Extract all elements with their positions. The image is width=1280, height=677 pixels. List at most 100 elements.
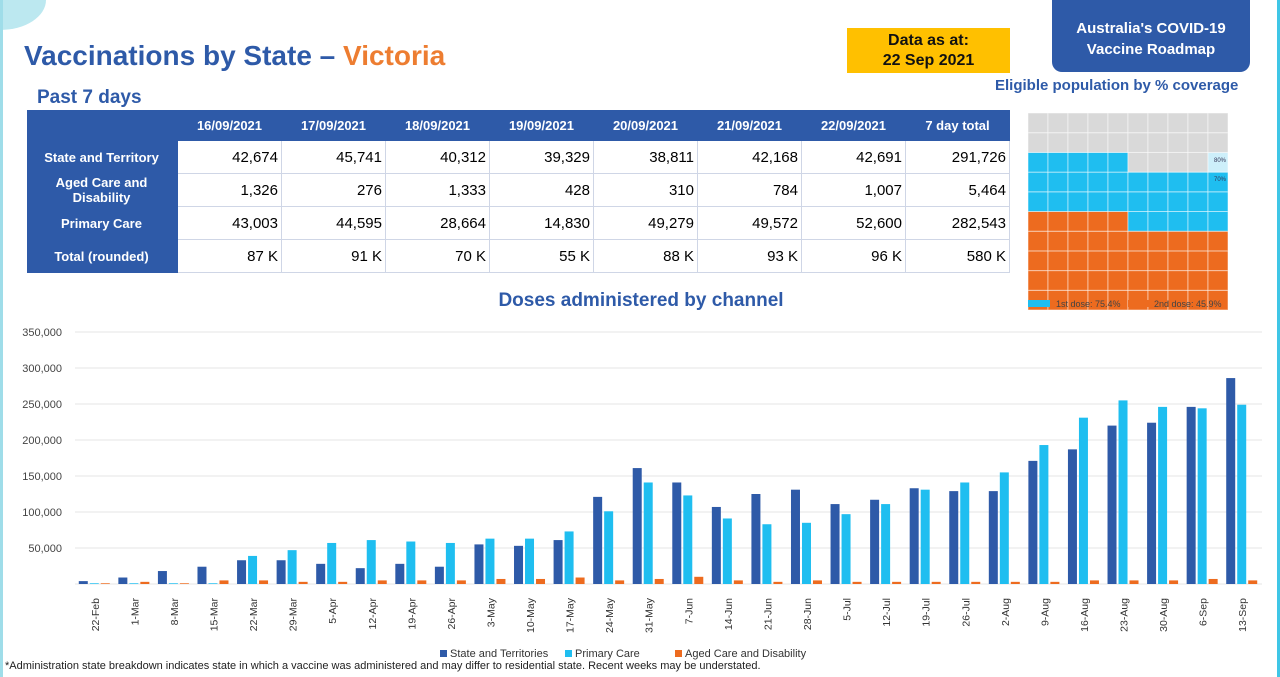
waffle-cell [1187,151,1209,173]
waffle-cell [1207,113,1229,134]
x-tick-label: 6-Sep [1198,598,1210,626]
bar-aged-care-and-disability [931,581,941,584]
waffle-cell [1047,270,1069,291]
waffle-cell [1147,171,1169,193]
waffle-cell [1028,132,1049,153]
waffle-marker-70: 70% [1214,177,1227,183]
bar-aged-care-and-disability [1129,580,1139,584]
x-tick-label: 16-Aug [1079,598,1091,632]
bar-aged-care-and-disability [654,578,664,584]
waffle-cell [1087,250,1109,272]
bar-primary-care [1118,400,1128,584]
table-cell: 39,329 [489,140,594,174]
bar-primary-care [960,482,970,584]
column-header: 16/09/2021 [177,110,282,141]
table-cell: 96 K [801,239,906,273]
waffle-cell [1047,113,1069,134]
bar-state-and-territories [870,499,880,584]
waffle-cell [1087,230,1109,252]
table-cell: 282,543 [905,206,1010,240]
x-tick-label: 26-Jul [960,598,972,627]
bar-aged-care-and-disability [377,580,387,584]
waffle-cell [1107,132,1129,153]
table-cell: 5,464 [905,173,1010,207]
bar-state-and-territories [711,506,721,584]
waffle-cell [1187,191,1209,213]
bar-primary-care [841,514,851,584]
waffle-cell [1087,171,1109,193]
waffle-cell [1087,151,1109,173]
waffle-cell [1147,113,1169,134]
bar-aged-care-and-disability [338,581,348,584]
waffle-cell [1107,230,1129,252]
bar-primary-care [762,524,772,584]
bar-aged-care-and-disability [298,581,308,584]
data-as-at-box: Data as at: 22 Sep 2021 [847,28,1010,73]
waffle-cell [1107,113,1129,134]
row-label: Aged Care and Disability [27,173,178,207]
bar-primary-care [327,542,337,584]
waffle-title: Eligible population by % coverage [995,77,1239,94]
legend-swatch [675,650,682,657]
waffle-cell [1087,191,1109,213]
chart-title-text: Doses administered by channel [498,290,784,311]
table-cell: 1,333 [385,173,490,207]
table-cell: 42,674 [177,140,282,174]
bar-aged-care-and-disability [615,580,625,584]
table-cell: 276 [281,173,386,207]
waffle-cell [1047,132,1069,153]
table-cell: 1,007 [801,173,906,207]
bar-state-and-territories [157,571,167,584]
bar-aged-care-and-disability [694,576,704,584]
bar-state-and-territories [830,504,840,584]
bar-aged-care-and-disability [892,581,902,584]
waffle-cell [1167,250,1189,272]
waffle-cell [1028,171,1049,193]
waffle-cell [1127,113,1149,134]
column-header: 19/09/2021 [489,110,594,141]
waffle-cell [1028,230,1049,252]
bar-state-and-territories [355,568,365,584]
waffle-cell [1107,270,1129,291]
bar-primary-care [881,504,891,584]
bar-aged-care-and-disability [1010,581,1020,584]
waffle-cell [1147,230,1169,252]
bar-primary-care [445,542,455,584]
row-label: Total (rounded) [27,239,178,273]
waffle-cell [1067,211,1089,232]
roadmap-line2: Vaccine Roadmap [1086,41,1216,58]
doses-bar-chart: 50,000 100,000 150,000 200,000 250,000 300,00… [22,327,1262,660]
roadmap-button[interactable]: Australia's COVID-19 Vaccine Roadmap [1052,0,1250,72]
bar-primary-care [366,540,376,584]
bar-state-and-territories [1107,425,1117,584]
bar-state-and-territories [1147,422,1157,584]
bar-primary-care [1078,417,1088,584]
bar-state-and-territories [593,496,603,584]
bar-primary-care [485,538,495,584]
x-tick-label: 8-Mar [169,597,181,625]
waffle-cell [1127,171,1149,193]
waffle-cell [1028,211,1049,232]
waffle-cell [1187,171,1209,193]
table-cell: 428 [489,173,594,207]
column-header: 7 day total [905,110,1010,141]
roadmap-line1: Australia's COVID-19 [1076,20,1226,37]
waffle-cell [1167,171,1189,193]
waffle-cell [1147,250,1169,272]
chart-title: Doses administered by channel [0,290,1280,312]
right-border [1277,0,1280,677]
waffle-cell [1127,191,1149,213]
bar-primary-care [168,583,178,584]
table-cell: 70 K [385,239,490,273]
waffle-cell [1127,270,1149,291]
past-7-days-table: 16/09/2021 17/09/2021 18/09/2021 19/09/2021… [27,110,1010,273]
x-tick-label: 14-Jun [723,598,735,630]
table-cell: 310 [593,173,698,207]
waffle-cell [1067,171,1089,193]
table-cell: 93 K [697,239,802,273]
bar-state-and-territories [751,494,761,584]
x-tick-label: 30-Aug [1158,598,1170,632]
bar-state-and-territories [395,563,405,584]
table-row: Primary Care 43,003 44,595 28,664 14,830 49,2… [27,206,1010,240]
bar-state-and-territories [197,566,207,584]
